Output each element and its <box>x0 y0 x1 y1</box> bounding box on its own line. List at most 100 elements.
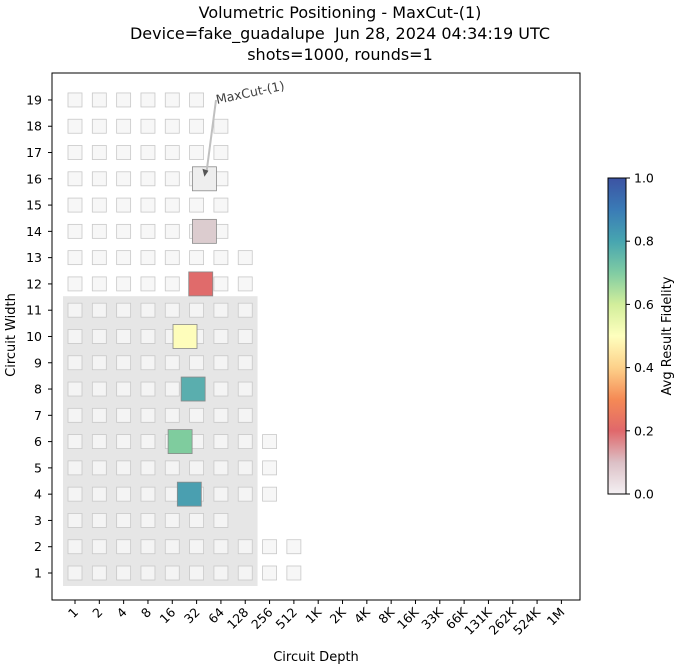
background-cell <box>116 171 132 187</box>
background-cell <box>213 118 229 134</box>
background-cell <box>140 486 156 502</box>
x-tick-label: 16K <box>394 604 422 632</box>
background-cell <box>237 355 253 371</box>
x-tick-label: 128 <box>224 604 252 632</box>
background-cell <box>140 276 156 292</box>
background-cell <box>237 434 253 450</box>
background-cell <box>164 513 180 528</box>
background-cell <box>91 302 107 318</box>
background-cell <box>91 355 107 371</box>
background-cell <box>67 92 83 108</box>
background-cell <box>67 145 83 160</box>
background-cell <box>91 171 107 187</box>
y-axis-label: Circuit Width <box>4 293 19 377</box>
background-cell <box>67 355 83 371</box>
background-cell <box>164 565 180 581</box>
x-tick-label: 32 <box>181 605 203 627</box>
background-cell <box>262 434 277 450</box>
background-cell <box>140 407 156 423</box>
x-tick-label: 524K <box>510 604 544 638</box>
background-cell <box>189 250 205 266</box>
background-cell <box>91 381 107 397</box>
background-cell <box>189 145 205 160</box>
x-tick-label: 4 <box>114 604 130 620</box>
background-cell <box>140 355 156 371</box>
background-cell <box>91 407 107 423</box>
background-cell <box>116 329 132 344</box>
background-cell <box>140 434 156 450</box>
background-cell <box>164 407 180 423</box>
background-cell <box>67 223 83 239</box>
annotation-arrow-line <box>205 99 217 173</box>
background-cell <box>91 565 107 581</box>
y-tick-label: 3 <box>34 513 42 528</box>
chart-subtitle-device: Device=fake_guadalupe Jun 28, 2024 04:34… <box>129 24 550 43</box>
background-cell <box>213 302 229 318</box>
background-cell <box>67 250 83 266</box>
background-cell <box>164 92 180 108</box>
y-tick-label: 9 <box>34 355 42 370</box>
background-cell <box>237 276 253 292</box>
background-cell <box>140 197 156 213</box>
fidelity-square <box>176 481 202 507</box>
background-cell <box>213 539 229 555</box>
background-cell <box>262 565 277 581</box>
background-cell <box>140 145 156 160</box>
background-cell <box>189 460 205 476</box>
background-cell <box>213 486 229 502</box>
background-cell <box>116 223 132 239</box>
background-cell <box>91 92 107 108</box>
background-cell <box>213 197 229 213</box>
background-cell <box>67 434 83 450</box>
background-cell <box>140 329 156 344</box>
background-cell <box>286 565 302 581</box>
fidelity-square <box>180 376 206 402</box>
background-cell <box>116 434 132 450</box>
x-tick-label: 8 <box>138 604 154 620</box>
background-cell <box>91 539 107 555</box>
fidelity-square <box>188 271 214 297</box>
background-cell <box>67 302 83 318</box>
background-cell <box>116 276 132 292</box>
colorbar-tick-label: 0.0 <box>634 487 654 502</box>
x-tick-label: 1K <box>302 604 325 627</box>
background-cell <box>164 250 180 266</box>
background-cell <box>91 250 107 266</box>
background-cell <box>67 381 83 397</box>
background-cell <box>164 381 180 397</box>
background-cell <box>116 92 132 108</box>
background-cell <box>164 223 180 239</box>
background-cell <box>237 565 253 581</box>
background-cell <box>189 302 205 318</box>
background-cell <box>237 302 253 318</box>
background-cell <box>164 302 180 318</box>
y-tick-label: 4 <box>34 487 42 502</box>
background-cell <box>286 539 302 555</box>
background-cell <box>213 434 229 450</box>
background-cell <box>237 539 253 555</box>
background-cell <box>140 223 156 239</box>
x-tick-label: 16 <box>157 604 179 626</box>
y-tick-label: 18 <box>26 119 42 134</box>
y-tick-label: 13 <box>26 250 42 265</box>
background-cell <box>164 197 180 213</box>
background-cell <box>213 565 229 581</box>
y-tick-label: 11 <box>26 303 42 318</box>
background-cell <box>91 276 107 292</box>
background-cell <box>67 276 83 292</box>
y-tick-label: 19 <box>26 92 42 107</box>
y-tick-label: 5 <box>34 460 42 475</box>
y-tick-label: 15 <box>26 198 42 213</box>
x-tick-label: 1 <box>65 605 81 621</box>
background-cell <box>189 565 205 581</box>
background-cell <box>67 460 83 476</box>
background-cell <box>67 197 83 213</box>
background-cell <box>140 539 156 555</box>
x-tick-label: 33K <box>418 604 446 632</box>
background-cell <box>67 329 83 344</box>
background-cell <box>164 460 180 476</box>
background-cell <box>140 92 156 108</box>
background-cell <box>140 460 156 476</box>
background-cell <box>189 407 205 423</box>
